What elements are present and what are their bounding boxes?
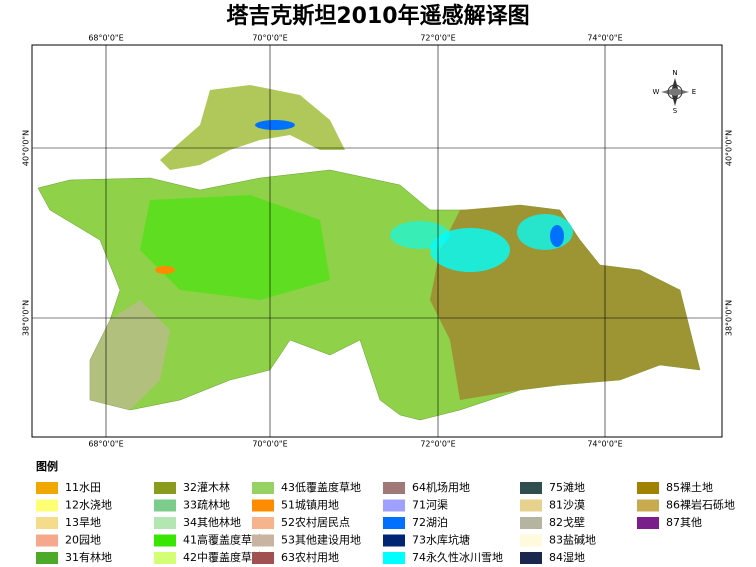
legend: 11水田 12水浇地 13旱地 20园地 31有林地 32灌木林 33疏林地 34其他林地 41… <box>36 480 735 564</box>
legend-label: 32灌木林 <box>183 480 230 494</box>
legend-label: 81沙漠 <box>549 499 585 512</box>
legend-label: 73水库坑塘 <box>412 533 470 547</box>
legend-swatch <box>36 499 58 512</box>
longitude-label: 70°0'0"E <box>252 440 287 449</box>
legend-swatch <box>383 482 405 494</box>
legend-label: 33疏林地 <box>183 498 230 512</box>
compass: N S E W <box>653 69 697 115</box>
region <box>140 195 330 300</box>
legend-swatch <box>154 482 176 494</box>
legend-swatch <box>154 499 176 512</box>
legend-label: 63农村用地 <box>281 550 339 564</box>
region <box>90 300 170 410</box>
compass-w: W <box>653 88 660 96</box>
legend-swatch <box>383 552 405 564</box>
legend-label: 53其他建设用地 <box>281 533 361 547</box>
legend-title: 图例 <box>36 459 58 473</box>
legend-swatch <box>520 517 542 529</box>
legend-label: 74永久性冰川雪地 <box>412 550 503 564</box>
lake <box>255 120 295 130</box>
latitude-label: 40°0'0"N <box>22 130 31 166</box>
legend-swatch <box>36 552 58 564</box>
map-title: 塔吉克斯坦2010年遥感解译图 <box>226 3 529 29</box>
latitude-label: 38°0'0"N <box>725 300 734 336</box>
legend-label: 84湿地 <box>549 551 585 564</box>
city <box>155 266 175 274</box>
legend-swatch <box>383 499 405 512</box>
legend-swatch <box>252 499 274 512</box>
legend-label: 52农村居民点 <box>281 515 350 529</box>
legend-label: 31有林地 <box>65 550 112 564</box>
legend-swatch <box>520 534 542 547</box>
legend-swatch <box>252 517 274 529</box>
legend-swatch <box>36 517 58 529</box>
legend-swatch <box>637 499 659 512</box>
legend-label: 64机场用地 <box>412 480 470 494</box>
latitude-label: 38°0'0"N <box>22 300 31 336</box>
legend-swatch <box>154 534 176 547</box>
legend-label: 82戈壁 <box>549 515 585 529</box>
legend-swatch <box>154 517 176 529</box>
legend-swatch <box>36 482 58 494</box>
legend-label: 83盐碱地 <box>549 534 596 547</box>
legend-label: 12水浇地 <box>65 499 112 512</box>
legend-swatch <box>637 517 659 529</box>
legend-label: 34其他林地 <box>183 515 241 529</box>
legend-swatch <box>252 552 274 564</box>
legend-swatch <box>252 534 274 547</box>
legend-swatch <box>520 552 542 564</box>
legend-swatch <box>36 534 58 547</box>
legend-swatch <box>252 482 274 494</box>
latitude-label: 40°0'0"N <box>725 130 734 166</box>
glacier <box>390 221 450 249</box>
legend-swatch <box>637 482 659 494</box>
compass-n: N <box>672 69 677 77</box>
legend-label: 42中覆盖度草地 <box>183 550 263 564</box>
compass-s: S <box>673 107 678 115</box>
longitude-label: 70°0'0"E <box>252 34 287 43</box>
legend-label: 43低覆盖度草地 <box>281 480 361 494</box>
legend-label: 75滩地 <box>549 480 585 494</box>
legend-label: 20园地 <box>65 534 101 547</box>
legend-label: 41高覆盖度草地 <box>183 533 263 547</box>
legend-swatch <box>383 534 405 547</box>
compass-e: E <box>692 88 696 96</box>
map-area <box>37 85 701 421</box>
legend-swatch <box>154 552 176 564</box>
legend-label: 13旱地 <box>65 516 101 529</box>
glacier <box>517 214 573 250</box>
legend-swatch <box>383 517 405 529</box>
longitude-label: 68°0'0"E <box>88 440 123 449</box>
legend-label: 51城镇用地 <box>281 498 339 512</box>
glacier <box>430 228 510 272</box>
legend-label: 86裸岩石砾地 <box>666 498 735 512</box>
region <box>160 85 345 170</box>
longitude-label: 74°0'0"E <box>587 440 622 449</box>
legend-swatch <box>520 499 542 512</box>
legend-label: 11水田 <box>65 481 101 494</box>
graticule: 68°0'0"E 68°0'0"E 70°0'0"E 70°0'0"E 72°0'0"E… <box>22 34 734 449</box>
legend-label: 72湖泊 <box>412 516 448 529</box>
longitude-label: 72°0'0"E <box>420 34 455 43</box>
compass-ring <box>667 84 683 100</box>
lake <box>550 225 564 247</box>
longitude-label: 74°0'0"E <box>587 34 622 43</box>
longitude-label: 68°0'0"E <box>88 34 123 43</box>
legend-swatch <box>520 482 542 494</box>
legend-label: 85裸土地 <box>666 480 713 494</box>
legend-label: 71河渠 <box>412 499 448 512</box>
longitude-label: 72°0'0"E <box>420 440 455 449</box>
legend-label: 87其他 <box>666 516 702 529</box>
